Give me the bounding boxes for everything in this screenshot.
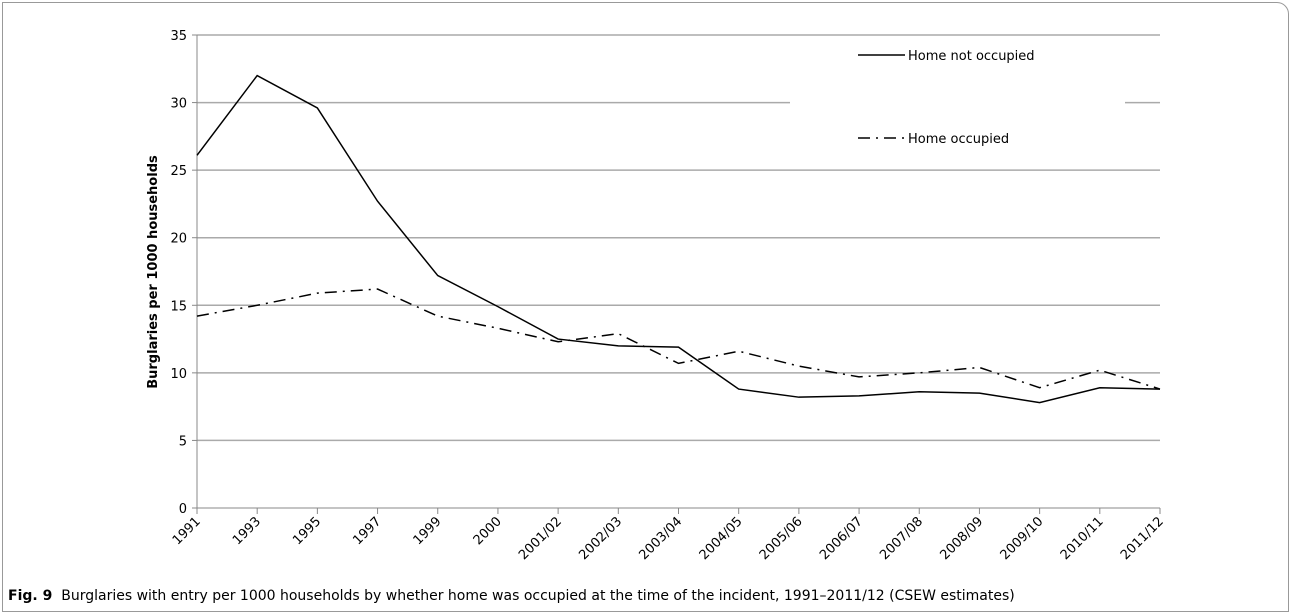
y-tick-label: 35 [170,29,187,44]
y-tick-label: 30 [170,97,187,112]
x-tick-label: 2000 [471,514,505,548]
y-tick-label: 20 [170,232,187,247]
x-tick-label: 2010/11 [1058,514,1107,563]
x-tick-label: 2003/04 [637,514,686,563]
legend-box [790,40,1125,155]
x-tick-label: 1995 [290,514,324,548]
x-tick-label: 2001/02 [516,514,565,563]
x-tick-label: 2009/10 [998,514,1047,563]
series-line [196,288,1161,390]
legend-label: Home occupied [908,132,1009,147]
x-tick-label: 2002/03 [576,514,625,563]
y-tick-label: 10 [170,367,187,382]
y-tick-label: 5 [179,434,187,449]
x-tick-label: 1991 [170,514,204,548]
chart: Burglaries per 1000 households 0 5 10 15 20 2… [146,29,1167,563]
legend-label: Home not occupied [908,49,1035,64]
series-line [196,74,1161,404]
x-tick-label: 1997 [350,514,384,548]
x-tick-label: 2006/07 [817,514,866,563]
x-tick-label: 2011/12 [1118,514,1167,563]
caption-label: Fig. 9 [8,588,53,604]
caption: Fig. 9 Burglaries with entry per 1000 ho… [8,588,1015,604]
x-tick-label: 2005/06 [757,514,806,563]
y-tick-label: 0 [179,502,187,517]
x-tick-label: 2007/08 [877,514,926,563]
caption-text: Burglaries with entry per 1000 household… [61,588,1015,604]
x-tick-label: 2008/09 [937,514,986,563]
x-tick-label: 1993 [230,514,264,548]
x-tick-label: 1999 [411,514,445,548]
y-tick-label: 25 [170,164,187,179]
y-tick-label: 15 [170,299,187,314]
x-tick-label: 2004/05 [697,514,746,563]
y-axis-label: Burglaries per 1000 households [146,155,161,389]
